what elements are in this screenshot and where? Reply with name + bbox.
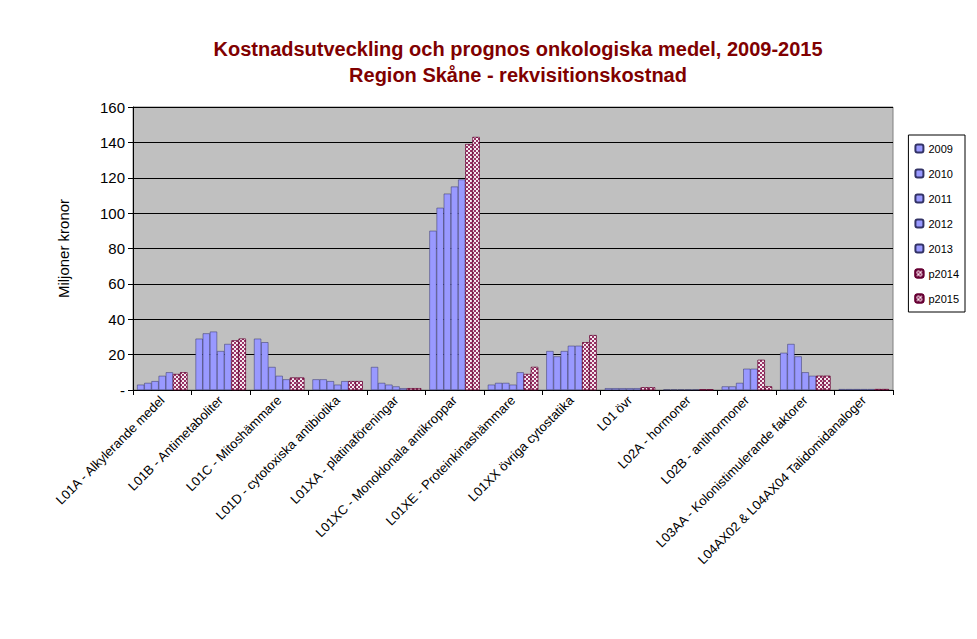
svg-text:L01XE - Proteinkinashämmare: L01XE - Proteinkinashämmare bbox=[382, 392, 519, 529]
svg-text:L01D - cytotoxiska antibiotika: L01D - cytotoxiska antibiotika bbox=[213, 392, 344, 523]
svg-text:p2015: p2015 bbox=[928, 293, 959, 305]
svg-text:40: 40 bbox=[108, 311, 125, 328]
svg-text:L02B - antihormoner: L02B - antihormoner bbox=[657, 392, 753, 487]
svg-text:20: 20 bbox=[108, 346, 125, 363]
svg-text:2010: 2010 bbox=[928, 168, 952, 180]
svg-text:80: 80 bbox=[108, 240, 125, 257]
svg-text:L01A - Alkylerande medel: L01A - Alkylerande medel bbox=[53, 393, 168, 508]
svg-text:L02A - hormoner: L02A - hormoner bbox=[614, 392, 694, 472]
svg-text:L01B - Antimetaboliter: L01B - Antimetaboliter bbox=[125, 392, 226, 493]
svg-text:Miljoner kronor: Miljoner kronor bbox=[55, 199, 72, 298]
svg-text:2009: 2009 bbox=[928, 143, 952, 155]
svg-text:L04AX02 & L04AX04 Talidomidana: L04AX02 & L04AX04 Talidomidanaloger bbox=[695, 392, 870, 567]
svg-text:Kostnadsutveckling och prognos: Kostnadsutveckling och prognos onkologis… bbox=[213, 38, 822, 60]
svg-text:120: 120 bbox=[100, 169, 125, 186]
svg-text:-: - bbox=[120, 382, 125, 399]
svg-text:160: 160 bbox=[100, 99, 125, 116]
svg-text:L03AA - Kolonistimulerande fak: L03AA - Kolonistimulerande faktorer bbox=[653, 392, 811, 551]
svg-text:60: 60 bbox=[108, 275, 125, 292]
svg-text:140: 140 bbox=[100, 134, 125, 151]
svg-text:p2014: p2014 bbox=[928, 268, 959, 280]
svg-text:L01XC - Monoklonala antikroppa: L01XC - Monoklonala antikroppar bbox=[312, 392, 460, 541]
svg-text:100: 100 bbox=[100, 205, 125, 222]
svg-text:2012: 2012 bbox=[928, 218, 952, 230]
svg-text:L01XX övriga cytostatika: L01XX övriga cytostatika bbox=[465, 392, 577, 504]
svg-text:L01 övr: L01 övr bbox=[594, 392, 636, 434]
svg-text:L01C - Mitoshämmare: L01C - Mitoshämmare bbox=[183, 393, 284, 494]
svg-text:2011: 2011 bbox=[928, 193, 952, 205]
svg-text:L01XA - platinaföreningar: L01XA - platinaföreningar bbox=[287, 392, 402, 507]
svg-text:2013: 2013 bbox=[928, 243, 952, 255]
svg-text:Region Skåne - rekvisitionskos: Region Skåne - rekvisitionskostnad bbox=[349, 64, 687, 86]
